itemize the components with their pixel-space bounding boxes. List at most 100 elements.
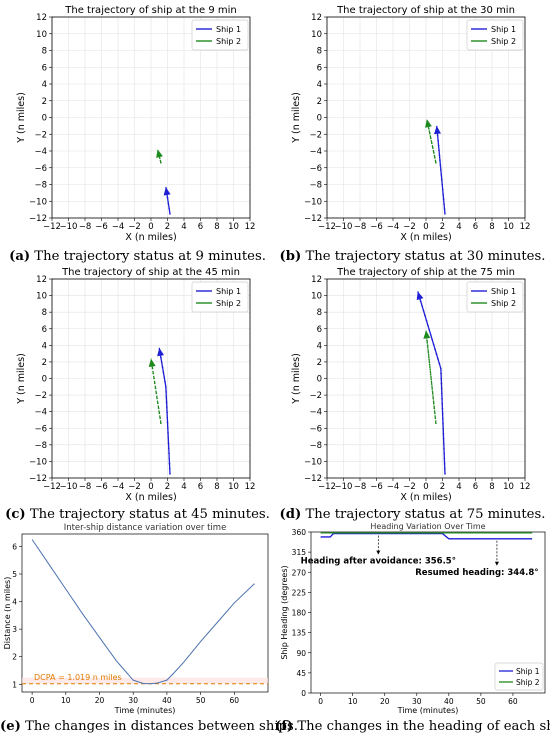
trajectory-point-ship-1 [425,319,428,322]
x-tick-label: 10 [228,222,239,232]
y-tick-label: −12 [304,214,322,224]
y-tick-label: −2 [309,130,322,140]
trajectory-point-ship-1 [441,392,443,395]
x-tick-label: 40 [162,696,172,705]
trajectory-point-ship-1 [168,457,171,460]
y-tick-label: 8 [42,47,47,57]
y-tick-label: 0 [42,114,47,124]
chart-title: The trajectory of ship at the 30 min [336,5,515,16]
trajectory-point-ship-2 [428,128,430,130]
trajectory-point-ship-1 [438,362,441,365]
y-tick-label: 12 [36,13,47,23]
trajectory-point-ship-1 [439,159,441,161]
caption-a-letter: (a) [9,249,31,264]
y-tick-label: 0 [317,375,322,385]
trajectory-point-ship-2 [426,339,428,341]
plot-frame [51,16,251,219]
caption-b-text: The trajectory status at 30 minutes. [301,249,546,264]
x-tick-label: −10 [60,222,78,232]
trajectory-point-ship-1 [167,447,170,450]
trajectory-point-ship-1 [167,437,170,439]
y-tick-label: 180 [292,609,307,618]
arrowhead-ship-2 [148,358,156,368]
x-axis-label: Time (minutes) [397,706,459,715]
trajectory-point-ship-1 [435,353,438,355]
y-tick-label: −12 [29,474,47,484]
trajectory-point-ship-1 [160,361,163,364]
trajectory-point-ship-1 [442,417,444,420]
y-tick-label: 8 [317,308,322,318]
y-tick-label: −6 [34,424,47,434]
x-tick-label: −12 [43,482,61,492]
caption-c-text: The trajectory status at 45 minutes. [25,507,270,522]
trajectory-point-ship-1 [165,396,168,398]
y-tick-label: 270 [292,568,307,577]
trajectory-point-ship-1 [162,371,165,373]
x-tick-label: 12 [245,482,256,492]
arrowhead-ship-2 [156,149,163,158]
y-tick-label: 4 [317,341,322,351]
x-tick-label: 2 [165,482,170,492]
trajectory-point-ship-2 [431,142,433,145]
trajectory-point-ship-2 [435,422,437,425]
y-tick-label: −4 [34,408,47,418]
y-tick-label: 45 [296,669,306,678]
y-axis-label: Ship Heading (degrees) [280,565,289,659]
arrowhead-ship-2 [423,330,431,339]
y-tick-label: −12 [304,474,322,484]
trajectory-point-ship-1 [165,401,168,403]
x-tick-label: −2 [403,222,416,232]
x-tick-label: −6 [95,222,108,232]
trajectory-point-ship-2 [159,157,161,160]
caption-d-text: The trajectory status at 75 minutes. [301,507,546,522]
x-tick-label: −12 [43,222,61,232]
trajectory-point-ship-2 [427,349,429,351]
y-tick-label: 90 [296,649,306,658]
y-tick-label: −2 [309,391,322,401]
trajectory-point-ship-2 [429,132,431,135]
y-tick-label: 4 [317,80,322,90]
trajectory-point-ship-1 [436,134,439,137]
trajectory-point-ship-1 [441,397,443,400]
trajectory-point-ship-1 [443,203,445,205]
x-tick-label: −8 [354,222,367,232]
y-tick-label: 10 [311,30,322,40]
trajectory-point-ship-1 [442,427,445,430]
trajectory-point-ship-1 [440,178,443,181]
trajectory-point-ship-2 [430,137,432,140]
y-tick-label: 12 [36,275,47,285]
y-axis-label: Y (n miles) [291,353,302,405]
y-tick-label: 2 [42,97,47,107]
trajectory-point-ship-2 [432,147,434,150]
trajectory-point-ship-2 [434,412,436,415]
x-axis-label: X (n miles) [125,232,176,243]
caption-f-letter: (f) [275,719,294,734]
y-axis-label: Distance (n miles) [3,577,12,650]
x-tick-label: −8 [79,222,92,232]
x-tick-label: −4 [387,482,400,492]
y-tick-label: 0 [301,689,306,698]
y-tick-label: −10 [29,197,47,207]
x-tick-label: −8 [79,482,92,492]
y-axis-label: Y (n miles) [291,92,302,144]
x-tick-label: 0 [148,482,153,492]
caption-e-text: The changes in distances between ships. [20,719,298,734]
trajectory-point-ship-1 [443,458,446,460]
x-tick-label: 40 [444,697,454,706]
trajectory-chart-75min: The trajectory of ship at the 75 min−12−… [291,267,530,503]
trajectory-point-ship-1 [167,202,170,204]
trajectory-point-ship-2 [435,161,437,164]
trajectory-point-ship-1 [168,467,171,470]
legend-label-2: Ship 2 [516,678,540,687]
y-tick-label: 6 [42,63,47,73]
trajectory-line-ship-1 [158,347,171,474]
y-tick-label: 10 [311,292,322,302]
trajectory-point-ship-1 [439,164,442,166]
trajectory-point-ship-2 [433,152,435,154]
trajectory-point-ship-1 [167,432,169,434]
caption-a-text: The trajectory status at 9 minutes. [30,249,266,264]
x-tick-label: 0 [423,222,428,232]
trajectory-point-ship-1 [442,193,444,196]
trajectory-point-ship-1 [169,213,171,215]
annotation-arrowhead-1 [376,550,381,555]
